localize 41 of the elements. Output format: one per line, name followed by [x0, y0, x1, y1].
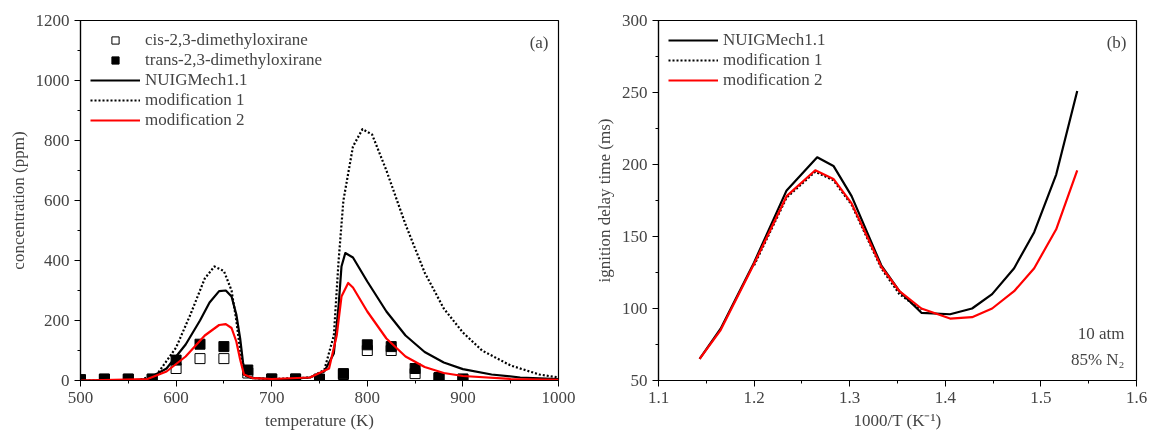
y-tick-label: 300 — [622, 11, 648, 30]
y-tick-label: 800 — [44, 131, 70, 150]
y-tick-label: 1200 — [35, 11, 70, 30]
y-tick-label: 1000 — [35, 71, 70, 90]
y-tick-label: 200 — [622, 155, 648, 174]
legend-label: modification 2 — [723, 70, 823, 90]
annotation: 85% N₂ — [1070, 349, 1125, 369]
y-tick-label: 50 — [630, 371, 648, 390]
legend-label: modification 1 — [145, 90, 245, 110]
x-tick-label: 700 — [258, 387, 285, 407]
y-tick-label: 600 — [44, 191, 70, 210]
y-tick-label: 150 — [622, 227, 648, 246]
legend-label: NUIGMech1.1 — [723, 30, 826, 50]
legend-label: modification 1 — [723, 50, 823, 70]
y-tick-label: 200 — [44, 311, 70, 330]
y-tick-label: 0 — [61, 371, 70, 390]
legend-label: NUIGMech1.1 — [145, 70, 248, 90]
legend-label: modification 2 — [145, 110, 245, 130]
x-tick-label: 1.5 — [1030, 387, 1052, 407]
x-tick-label: 500 — [67, 387, 94, 407]
y-tick-label: 100 — [622, 299, 648, 318]
x-tick-label: 1000 — [541, 387, 576, 407]
x-tick-label: 1.2 — [743, 387, 765, 407]
x-tick-label: 800 — [354, 387, 381, 407]
x-tick-label: 600 — [163, 387, 189, 407]
x-tick-label: 900 — [450, 387, 476, 407]
x-tick-label: 1.4 — [934, 387, 957, 407]
x-tick-label: 1.6 — [1125, 387, 1148, 407]
x-axis-title: temperature (K) — [264, 410, 375, 430]
annotation: 10 atm — [1077, 323, 1125, 343]
annotation: (a) — [529, 32, 549, 52]
y-axis-title: ignition delay time (ms) — [595, 118, 614, 283]
y-tick-label: 250 — [622, 83, 648, 102]
x-axis-title: 1000/T (K⁻¹) — [853, 410, 942, 430]
y-axis-title: concentration (ppm) — [8, 131, 28, 270]
x-tick-label: 1.1 — [647, 387, 670, 407]
x-tick-label: 1.3 — [839, 387, 861, 407]
legend-label: trans-2,3-dimethyloxirane — [145, 50, 323, 70]
legend-label: cis-2,3-dimethyloxirane — [145, 30, 308, 50]
y-tick-label: 400 — [44, 251, 70, 270]
annotation: (b) — [1106, 32, 1127, 52]
